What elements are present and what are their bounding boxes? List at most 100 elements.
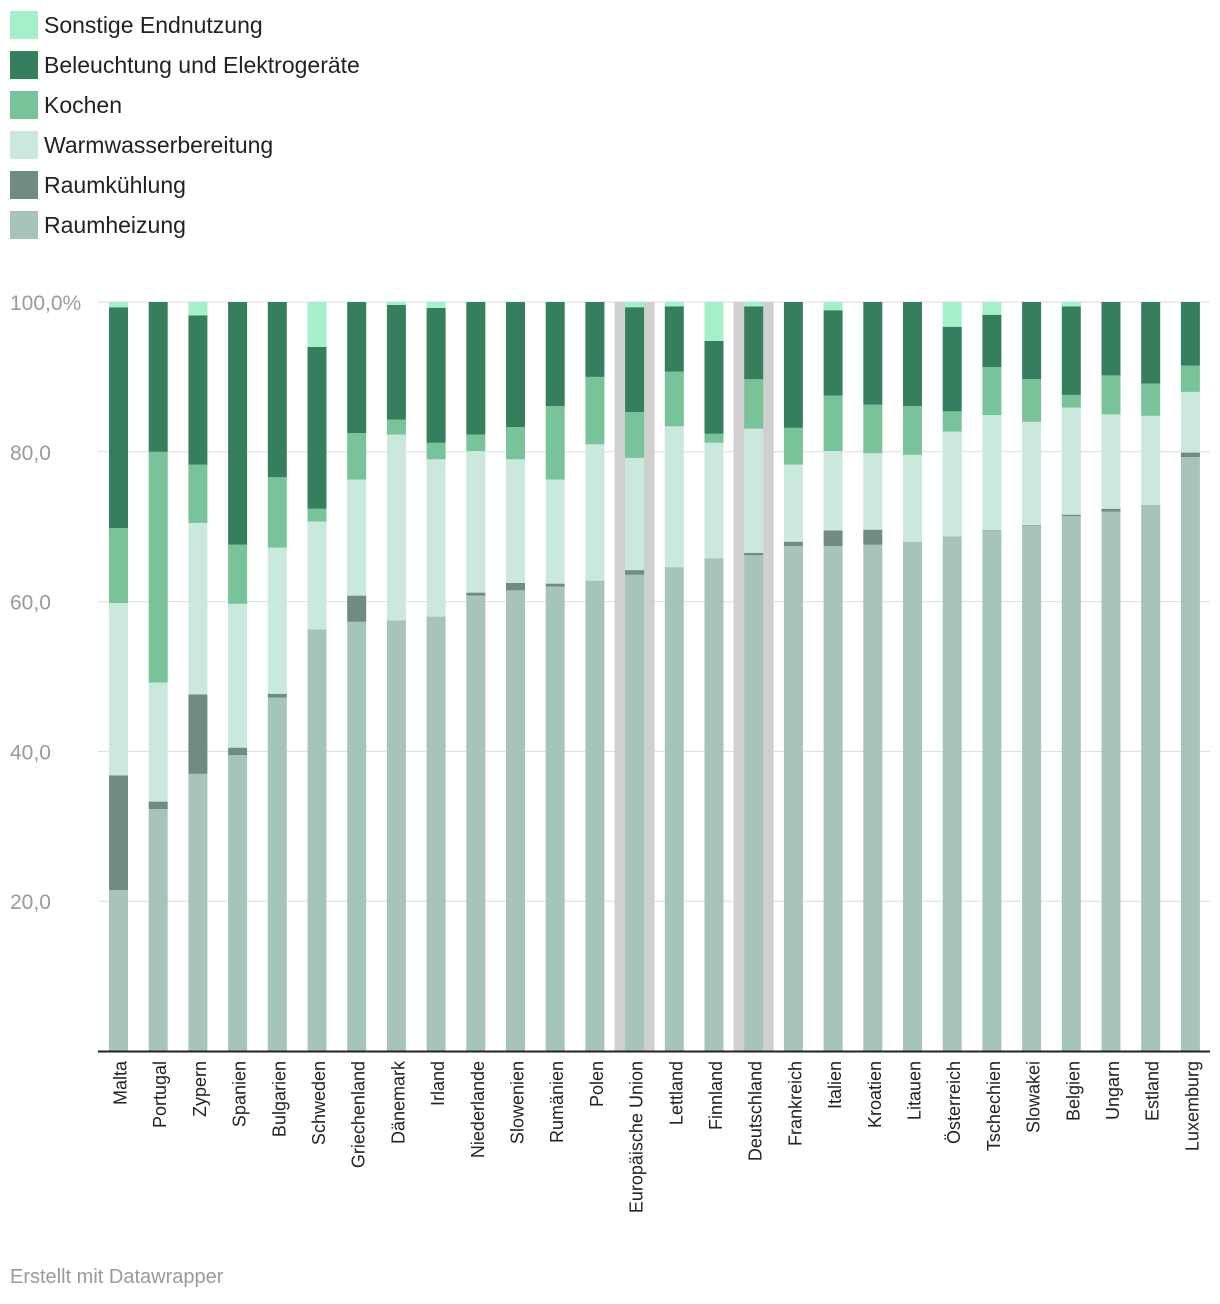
bar-segment-raumheizung	[466, 595, 486, 1051]
legend-item-kochen: Kochen	[10, 90, 360, 120]
bar-segment-kochen	[625, 412, 645, 458]
bar-segment-raumheizung	[426, 616, 446, 1051]
bar-segment-beleuchtung-und-elektrogeraete	[903, 302, 922, 407]
bar-segment-warmwasserbereitung	[1180, 391, 1200, 453]
x-tick-label: Griechenland	[349, 1061, 369, 1168]
bar-segment-warmwasserbereitung	[188, 522, 208, 695]
bar-segment-kochen	[267, 477, 287, 548]
bar-segment-beleuchtung-und-elektrogeraete	[307, 346, 327, 509]
bar-segment-raumheizung	[664, 567, 684, 1051]
bar-segment-raumheizung	[942, 536, 962, 1051]
bar-segment-raumheizung	[863, 544, 883, 1051]
legend-label: Warmwasserbereitung	[44, 131, 274, 158]
bar-segment-warmwasserbereitung	[426, 459, 446, 617]
x-tick-label: Portugal	[150, 1061, 170, 1128]
bar-segment-raumkuehlung	[347, 595, 367, 622]
bar-group-frankreich	[783, 302, 803, 1051]
x-tick-label: Österreich	[944, 1061, 964, 1144]
bar-segment-raumheizung	[585, 580, 605, 1051]
bar-group-europaeische-union	[625, 302, 645, 1051]
bar-segment-kochen	[188, 464, 208, 523]
bar-segment-beleuchtung-und-elektrogeraete	[585, 302, 605, 377]
bar-segment-sonstige-endnutzung	[982, 302, 1002, 315]
bar-group-schweden	[307, 302, 327, 1051]
legend-label: Beleuchtung und Elektrogeräte	[44, 51, 360, 78]
bar-group-deutschland	[744, 302, 764, 1051]
bar-group-bulgarien	[267, 302, 287, 1051]
bar-segment-warmwasserbereitung	[664, 426, 684, 568]
x-tick-label: Slowakei	[1024, 1061, 1044, 1133]
bar-segment-raumkuehlung	[228, 747, 248, 756]
bar-group-kroatien	[863, 302, 883, 1051]
bar-segment-raumheizung	[744, 555, 764, 1051]
x-tick-label: Lettland	[666, 1061, 686, 1125]
bar-segment-raumheizung	[704, 558, 724, 1051]
legend-swatch	[10, 131, 38, 159]
bar-group-zypern	[188, 302, 208, 1051]
x-tick-label: Rumänien	[547, 1061, 567, 1143]
legend-item-beleuchtung-und-elektrogeraete: Beleuchtung und Elektrogeräte	[10, 50, 360, 80]
stacked-bar-chart: 20,0 40,0 60,0 80,0 100,0% Malta Portugal Zyper…	[10, 292, 1210, 1213]
bar-segment-kochen	[545, 406, 565, 480]
bar-group-litauen	[903, 302, 922, 1051]
legend-item-raumkuehlung: Raumkühlung	[10, 170, 360, 200]
bar-segment-raumheizung	[1061, 516, 1081, 1051]
bar-segment-raumheizung	[109, 889, 128, 1051]
bar-group-slowakei	[1022, 302, 1042, 1051]
bar-segment-kochen	[426, 442, 446, 460]
bar-segment-raumheizung	[1141, 504, 1161, 1051]
bar-segment-warmwasserbereitung	[545, 479, 565, 584]
bar-segment-kochen	[1180, 365, 1200, 392]
bar-segment-kochen	[109, 528, 128, 604]
y-tick-label: 20,0	[10, 891, 51, 914]
bar-segment-raumheizung	[148, 809, 168, 1051]
bar-segment-kochen	[1141, 383, 1161, 416]
bar-segment-raumkuehlung	[545, 583, 565, 587]
legend-swatch	[10, 211, 38, 239]
bar-group-finnland	[704, 302, 724, 1051]
bar-segment-warmwasserbereitung	[148, 682, 168, 802]
bar-segment-warmwasserbereitung	[1061, 407, 1081, 515]
legend-label: Sonstige Endnutzung	[44, 11, 263, 38]
bar-segment-beleuchtung-und-elektrogeraete	[506, 302, 525, 428]
bar-segment-beleuchtung-und-elektrogeraete	[148, 302, 168, 452]
bar-segment-warmwasserbereitung	[347, 479, 367, 596]
bar-segment-warmwasserbereitung	[1101, 414, 1121, 509]
bar-group-tschechien	[982, 302, 1002, 1051]
legend: Sonstige Endnutzung Beleuchtung und Elekt…	[10, 10, 360, 250]
x-tick-label: Niederlande	[468, 1061, 488, 1158]
x-tick-label: Belgien	[1063, 1061, 1083, 1121]
chart-credit: Erstellt mit Datawrapper	[10, 1266, 224, 1288]
bar-segment-sonstige-endnutzung	[704, 302, 724, 341]
bar-segment-beleuchtung-und-elektrogeraete	[426, 307, 446, 443]
bar-segment-sonstige-endnutzung	[386, 302, 406, 305]
bar-segment-kochen	[1022, 379, 1042, 422]
bar-segment-raumkuehlung	[1022, 525, 1042, 526]
x-tick-label: Ungarn	[1103, 1061, 1123, 1120]
bar-segment-beleuchtung-und-elektrogeraete	[188, 315, 208, 465]
bar-group-rumaenien	[545, 302, 565, 1051]
bar-segment-kochen	[585, 376, 605, 445]
bar-segment-kochen	[823, 395, 843, 452]
bar-segment-raumheizung	[307, 629, 327, 1051]
bar-segment-beleuchtung-und-elektrogeraete	[783, 302, 803, 428]
bar-segment-warmwasserbereitung	[1022, 421, 1042, 526]
bar-segment-raumheizung	[982, 531, 1002, 1051]
bar-segment-raumheizung	[267, 697, 287, 1051]
bar-segment-warmwasserbereitung	[267, 547, 287, 694]
bar-segment-raumkuehlung	[823, 530, 843, 547]
bar-segment-sonstige-endnutzung	[1061, 302, 1081, 307]
bar-group-estland	[1141, 302, 1161, 1051]
x-tick-label: Frankreich	[785, 1061, 805, 1146]
bar-segment-beleuchtung-und-elektrogeraete	[982, 314, 1002, 368]
bar-segment-beleuchtung-und-elektrogeraete	[625, 307, 645, 413]
bar-group-irland	[426, 302, 446, 1051]
bar-segment-warmwasserbereitung	[386, 434, 406, 621]
bar-segment-warmwasserbereitung	[625, 457, 645, 571]
bar-segment-kochen	[903, 406, 922, 455]
bar-group-luxemburg	[1180, 302, 1200, 1052]
bar-segment-raumkuehlung	[109, 775, 128, 890]
bar-segment-sonstige-endnutzung	[109, 302, 128, 308]
x-tick-label: Slowenien	[508, 1061, 528, 1144]
bar-segment-raumheizung	[1101, 511, 1121, 1052]
